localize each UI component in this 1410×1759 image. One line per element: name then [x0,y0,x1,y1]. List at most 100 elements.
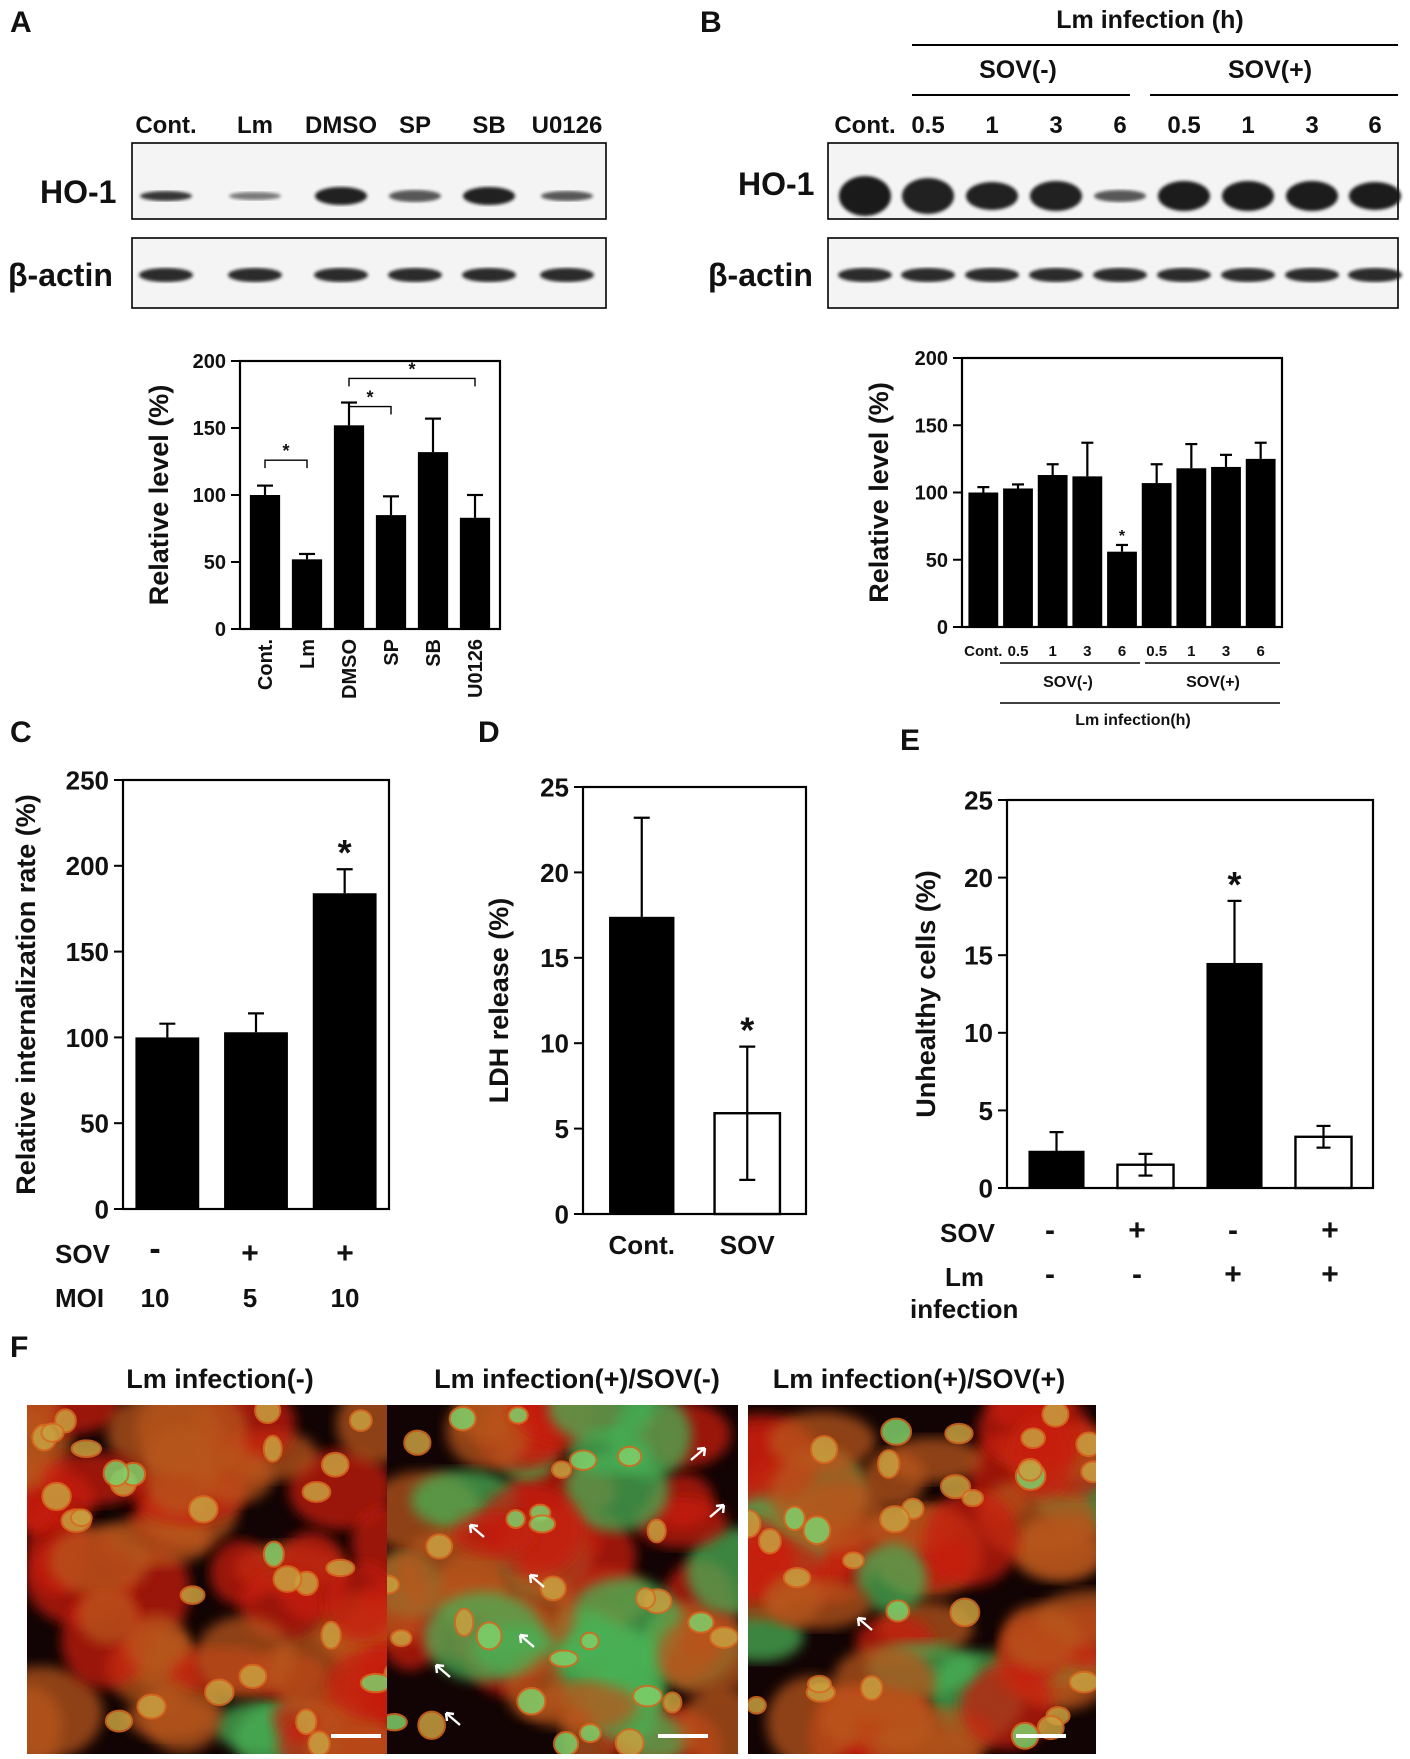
chart-c-moi-2: 5 [243,1283,257,1313]
chart-a-bar-4 [375,515,407,629]
chart-a-significance-bracket-2 [348,405,392,415]
blot-b-ho1-band-1 [839,176,891,216]
chart-b-ytick-label: 50 [926,550,948,572]
blot-a-row-ho1: HO-1 [40,174,116,210]
chart-c-ytick-label: 0 [95,1194,109,1224]
chart-b-bar-5 [1107,551,1137,627]
chart-b-ytick-label: 150 [915,415,948,437]
blot-b-ho1-band-7 [1222,181,1274,211]
chart-c: 0 50 100 150 200 250 Relative internalization … [11,765,391,1224]
blot-b-ho1-band-5 [1094,190,1146,202]
chart-b-category-label-9: 6 [1256,643,1264,660]
chart-e-y-axis-label: Unhealthy cells (%) [911,870,941,1118]
blot-a-ho1-band-1 [140,191,192,201]
blot-b-actin-band-7 [1221,268,1275,282]
chart-e-row-infection: infection [910,1294,1018,1324]
chart-d-ytick-label: 25 [540,772,569,802]
chart-b-category-label-6: 0.5 [1146,643,1167,660]
blot-b-lane-7: 1 [1241,112,1254,139]
chart-c-bar-1 [135,1037,200,1209]
chart-c-bar-2 [224,1032,288,1209]
chart-b-bar-9 [1245,458,1276,627]
arrow-head-icon [468,1523,479,1534]
chart-b-group-label-2: SOV(+) [1186,674,1240,691]
chart-e-sov-1: - [1045,1214,1055,1247]
chart-e-ytick-label: 10 [964,1018,993,1048]
arrow-icon [435,1664,451,1678]
blot-a-ho1-membrane [131,142,607,220]
chart-e-lm-2: - [1132,1258,1142,1291]
chart-b-grouping: SOV(-) SOV(+) Lm infection(h) [1000,662,1280,729]
micrograph-3 [748,1405,1096,1754]
blot-a-actin-band-5 [462,268,516,282]
chart-a-category-label-3: DMSO [339,639,361,699]
chart-b-group-label-1: SOV(-) [1043,674,1093,691]
blot-a-row-actin: β-actin [8,257,113,293]
chart-a-bar-6 [459,517,491,629]
blot-a-ho1-band-5 [463,187,515,205]
chart-b-category-label-5: 6 [1118,643,1126,660]
blot-b-lane-4: 3 [1049,112,1062,139]
blot-b-row-actin: β-actin [708,257,813,293]
chart-a-bar-5 [417,452,449,629]
chart-e-row-lm: Lm [945,1262,984,1292]
arrow-icon [857,1617,873,1631]
panel-letter-c: C [10,716,32,749]
chart-e-sov-3: - [1228,1214,1238,1247]
chart-a-y-axis-label: Relative level (%) [144,385,174,606]
blot-b-ho1-band-9 [1349,182,1401,210]
blot-b-header: Lm infection (h) [1056,6,1243,34]
blot-b-ho1-band-6 [1158,181,1210,211]
chart-e-ytick-label: 0 [979,1173,993,1203]
chart-a-significance-star-1: * [282,441,289,461]
blot-b-lane-8: 3 [1305,112,1318,139]
chart-b-bar-2 [1003,488,1033,627]
blot-b-group-sov-plus: SOV(+) [1228,56,1312,84]
micrograph-2 [387,1405,738,1754]
chart-c-significance-star: * [338,832,352,873]
chart-d-ytick-label: 15 [540,943,569,973]
chart-b: 0 50 100 150 200 Relative level (%) Cont. 0.5 1 3… [864,348,1284,660]
panel-letter-b: B [700,6,722,39]
micrograph-title-1: Lm infection(-) [126,1364,313,1394]
blot-a-lane-2: Lm [237,112,273,139]
western-blot-b: Lm infection (h) SOV(-) SOV(+) HO-1 β-ac… [708,6,1402,309]
chart-d-y-axis-label: LDH release (%) [484,898,514,1104]
blot-a-actin-band-3 [314,268,368,282]
arrow-head-icon [444,1711,455,1722]
blot-a-actin-membrane [131,237,607,309]
blot-b-ho1-band-3 [966,182,1018,210]
chart-b-category-label-3: 1 [1048,643,1056,660]
chart-e-ytick-label: 20 [964,863,993,893]
chart-e-conditions: SOV Lm infection - + - + - - + + [910,1214,1339,1324]
chart-c-sov-2: + [241,1237,259,1270]
chart-a-ytick-label: 50 [204,552,226,574]
chart-b-bar-1 [968,492,999,627]
blot-b-ho1-band-2 [902,178,954,214]
chart-e-ytick-label: 5 [979,1096,993,1126]
western-blot-a: HO-1 β-actin Cont. Lm DMSO SP SB U0126 [8,112,607,309]
chart-d-ytick-label: 20 [540,858,569,888]
blot-b-actin-band-3 [965,268,1019,282]
chart-c-conditions: SOV MOI - + + 10 5 10 [55,1230,359,1313]
chart-d-ytick-label: 10 [540,1029,569,1059]
blot-b-actin-band-5 [1093,268,1147,282]
chart-a: 0 50 100 150 200 Relative level (%) Cont. Lm DMS… [144,351,502,699]
chart-b-category-label-7: 1 [1187,643,1195,660]
chart-e-significance-star: * [1227,864,1241,905]
chart-d-significance-star: * [740,1010,754,1051]
chart-a-category-label-5: SB [423,639,445,667]
chart-e-lm-1: - [1045,1258,1055,1291]
arrow-head-icon [528,1573,539,1584]
micrograph-title-2: Lm infection(+)/SOV(-) [434,1364,720,1394]
blot-b-group-sov-minus: SOV(-) [979,56,1057,84]
chart-b-y-axis-label: Relative level (%) [864,382,894,603]
blot-b-ho1-band-8 [1286,181,1338,211]
blot-a-lane-5: SB [472,112,505,139]
arrow-icon [709,1504,725,1518]
chart-e-row-sov: SOV [940,1218,996,1248]
chart-c-moi-1: 10 [141,1283,170,1313]
arrow-head-icon [715,1503,726,1514]
blot-b-lane-1: Cont. [834,112,895,139]
chart-c-bar-3 [312,893,377,1209]
